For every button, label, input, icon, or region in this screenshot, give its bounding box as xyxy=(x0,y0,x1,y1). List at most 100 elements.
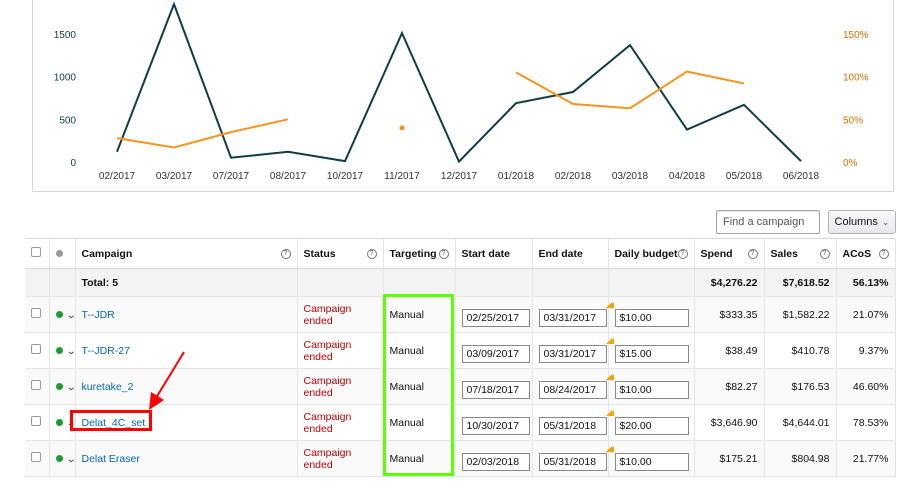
series-0-line xyxy=(116,1,802,164)
x-tick-label: 02/2017 xyxy=(99,171,136,182)
daily-budget-field[interactable]: $10.00 xyxy=(607,301,689,327)
sales-header[interactable]: Sales? xyxy=(764,238,837,269)
daily-budget-field[interactable]: $10.00 xyxy=(607,373,689,399)
start-date-field[interactable]: 03/09/2017 xyxy=(461,344,530,363)
help-icon[interactable]: ? xyxy=(280,248,291,259)
start-date-field[interactable]: 07/18/2017 xyxy=(461,380,530,399)
row-state-cell: ⌄ xyxy=(49,332,77,369)
daily-budget-field[interactable]: $20.00 xyxy=(607,409,689,435)
row-checkbox[interactable] xyxy=(31,416,41,426)
targeting-header-label: Targeting xyxy=(389,247,437,260)
enabled-dot-icon[interactable] xyxy=(55,454,63,462)
spend-cell: $38.49 xyxy=(694,332,765,369)
status-text: Campaign ended xyxy=(303,374,352,399)
enabled-dot-icon[interactable] xyxy=(55,382,63,390)
x-tick-label: 12/2017 xyxy=(441,171,478,182)
daily-budget-field[interactable]: $15.00 xyxy=(607,337,689,363)
status-header[interactable]: Status? xyxy=(297,238,384,269)
budget-cell: $15.00 xyxy=(607,332,695,369)
state-dot-icon xyxy=(55,249,63,257)
end-date-field[interactable]: 03/31/2017 xyxy=(538,301,612,327)
campaigns-table: Campaign? Status? Targeting? Start date … xyxy=(25,238,896,477)
table-row: ⌄ T--JDR-27 Campaign ended Manual 03/09/2017… xyxy=(25,332,896,369)
targeting-cell: Manual xyxy=(383,440,456,477)
select-all-checkbox[interactable] xyxy=(31,247,41,257)
start-date-field[interactable]: 10/30/2017 xyxy=(461,416,530,435)
campaign-link[interactable]: T--JDR xyxy=(81,308,115,321)
columns-button[interactable]: Columns ⌄ xyxy=(828,210,896,234)
campaign-link[interactable]: Delat_4C_set xyxy=(81,416,146,429)
y-right-tick-label: 150% xyxy=(843,30,869,41)
spend-header[interactable]: Spend? xyxy=(694,238,765,269)
campaign-link[interactable]: Delat Eraser xyxy=(81,452,140,465)
row-state-cell: ⌄ xyxy=(49,296,77,333)
status-text: Campaign ended xyxy=(303,302,352,327)
daily-budget-field[interactable]: $10.00 xyxy=(607,445,689,471)
y-right-tick-label: 50% xyxy=(843,115,863,126)
row-checkbox[interactable] xyxy=(31,452,41,462)
status-cell: Campaign ended xyxy=(297,440,384,477)
help-icon[interactable]: ? xyxy=(878,248,889,259)
row-checkbox[interactable] xyxy=(31,308,41,318)
start-date-field[interactable]: 02/25/2017 xyxy=(461,308,530,327)
end-date-field[interactable]: 05/31/2018 xyxy=(538,409,612,435)
x-tick-label: 11/2017 xyxy=(384,171,420,182)
end-date-header[interactable]: End date xyxy=(532,238,609,269)
y-left-tick-label: 0 xyxy=(70,158,76,169)
x-tick-label: 10/2017 xyxy=(327,171,364,182)
end-date-field[interactable]: 03/31/2017 xyxy=(538,337,612,363)
enabled-dot-icon[interactable] xyxy=(55,418,63,426)
chevron-down-icon[interactable]: ⌄ xyxy=(65,381,77,393)
campaign-link[interactable]: kuretake_2 xyxy=(81,380,134,393)
budget-cell: $10.00 xyxy=(607,440,695,477)
targeting-cell: Manual xyxy=(383,404,456,441)
find-campaign-input[interactable] xyxy=(716,210,820,234)
daily-budget-header[interactable]: Daily budget? xyxy=(608,238,695,269)
y-right-tick-label: 0% xyxy=(843,158,858,169)
end-date-cell: 03/31/2017 xyxy=(532,332,612,369)
enabled-dot-icon[interactable] xyxy=(55,310,63,318)
row-state-cell: ⌄ xyxy=(49,368,77,405)
end-date-field[interactable]: 05/31/2018 xyxy=(538,445,612,471)
targeting-text: Manual xyxy=(389,380,424,393)
chevron-down-icon[interactable]: ⌄ xyxy=(65,309,77,321)
help-icon[interactable]: ? xyxy=(438,248,449,259)
campaign-header[interactable]: Campaign? xyxy=(75,238,298,269)
y-right-tick-label: 100% xyxy=(843,73,869,84)
chevron-down-icon[interactable]: ⌄ xyxy=(65,453,77,465)
budget-cell: $10.00 xyxy=(607,296,695,333)
campaign-cell: kuretake_2 xyxy=(75,368,298,405)
start-date-field[interactable]: 02/03/2018 xyxy=(461,452,530,471)
targeting-cell: Manual xyxy=(383,332,456,369)
start-date-header-label: Start date xyxy=(461,247,510,260)
help-icon[interactable]: ? xyxy=(677,248,688,259)
row-checkbox[interactable] xyxy=(31,344,41,354)
chevron-down-icon[interactable]: ⌄ xyxy=(65,417,77,429)
row-state-cell: ⌄ xyxy=(49,404,77,441)
row-checkbox[interactable] xyxy=(31,380,41,390)
total-spend: $4,276.22 xyxy=(694,268,765,297)
campaign-link[interactable]: T--JDR-27 xyxy=(81,344,130,357)
help-icon[interactable]: ? xyxy=(819,248,830,259)
help-icon[interactable]: ? xyxy=(747,248,758,259)
chevron-down-icon[interactable]: ⌄ xyxy=(65,345,77,357)
table-header-row: Campaign? Status? Targeting? Start date … xyxy=(25,238,896,269)
x-tick-label: 05/2018 xyxy=(726,171,763,182)
campaign-cell: T--JDR-27 xyxy=(75,332,298,369)
help-icon[interactable]: ? xyxy=(366,248,377,259)
end-date-cell: 05/31/2018 xyxy=(532,440,612,477)
start-date-cell: 10/30/2017 xyxy=(455,404,533,441)
targeting-text: Manual xyxy=(389,452,424,465)
sales-cell: $1,582.22 xyxy=(764,296,837,333)
total-row: Total: 5 $4,276.22 $7,618.52 56.13% xyxy=(25,268,896,297)
start-date-cell: 02/03/2018 xyxy=(455,440,533,477)
total-acos: 56.13% xyxy=(836,268,896,297)
end-date-field[interactable]: 08/24/2017 xyxy=(538,373,612,399)
select-all-cell xyxy=(25,238,50,269)
start-date-header[interactable]: Start date xyxy=(455,238,533,269)
targeting-header[interactable]: Targeting? xyxy=(383,238,456,269)
acos-header[interactable]: ACoS? xyxy=(836,238,896,269)
table-row: ⌄ kuretake_2 Campaign ended Manual 07/18/201… xyxy=(25,368,896,405)
acos-header-label: ACoS xyxy=(842,247,872,260)
enabled-dot-icon[interactable] xyxy=(55,346,63,354)
